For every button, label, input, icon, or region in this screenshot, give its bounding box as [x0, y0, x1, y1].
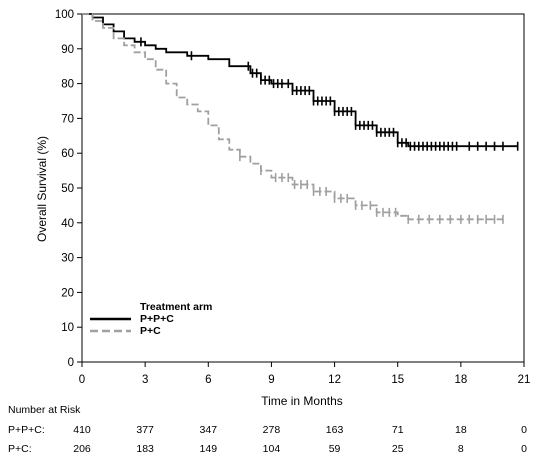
x-tick-label: 15 [391, 374, 404, 386]
legend-title: Treatment arm [140, 301, 212, 313]
risk-count: 410 [73, 424, 91, 436]
x-tick-label: 0 [79, 374, 85, 386]
risk-count: 278 [263, 424, 281, 436]
x-tick-label: 3 [142, 374, 148, 386]
y-tick-label: 20 [61, 287, 74, 299]
x-axis-label: Time in Months [261, 394, 343, 408]
risk-table-header: Number at Risk [8, 404, 81, 416]
risk-row-label: P+C: [8, 443, 32, 455]
y-tick-label: 10 [61, 322, 74, 334]
risk-count: 0 [521, 443, 527, 455]
risk-count: 71 [392, 424, 404, 436]
x-tick-label: 12 [328, 374, 341, 386]
risk-count: 377 [136, 424, 154, 436]
y-tick-label: 60 [61, 148, 74, 160]
y-tick-label: 30 [61, 253, 74, 265]
y-tick-label: 70 [61, 113, 74, 125]
risk-count: 347 [200, 424, 218, 436]
risk-count: 59 [329, 443, 341, 455]
risk-count: 25 [392, 443, 404, 455]
risk-row-label: P+P+C: [8, 424, 45, 436]
legend-label-pc: P+C [140, 325, 161, 337]
x-tick-label: 18 [454, 374, 467, 386]
x-tick-label: 6 [205, 374, 211, 386]
legend: Treatment arm P+P+C P+C [90, 301, 212, 337]
risk-count: 8 [458, 443, 464, 455]
survival-curve-pppc [82, 13, 518, 148]
y-axis-label: Overall Survival (%) [35, 136, 49, 242]
risk-count: 183 [136, 443, 154, 455]
y-tick-label: 40 [61, 218, 74, 230]
risk-count: 0 [521, 424, 527, 436]
x-tick-label: 9 [268, 374, 274, 386]
legend-label-pppc: P+P+C [140, 313, 174, 325]
number-at-risk-table: Number at Risk P+P+C: 410 377 347 278 163 71 18… [8, 404, 527, 455]
risk-count: 18 [455, 424, 467, 436]
risk-count: 163 [326, 424, 344, 436]
risk-count: 149 [200, 443, 218, 455]
y-tick-label: 80 [61, 79, 74, 91]
risk-count: 104 [263, 443, 281, 455]
risk-count: 206 [73, 443, 91, 455]
y-tick-label: 0 [68, 357, 74, 369]
y-tick-label: 100 [55, 9, 74, 21]
y-tick-label: 90 [61, 44, 74, 56]
y-tick-label: 50 [61, 183, 74, 195]
x-tick-label: 21 [518, 374, 531, 386]
